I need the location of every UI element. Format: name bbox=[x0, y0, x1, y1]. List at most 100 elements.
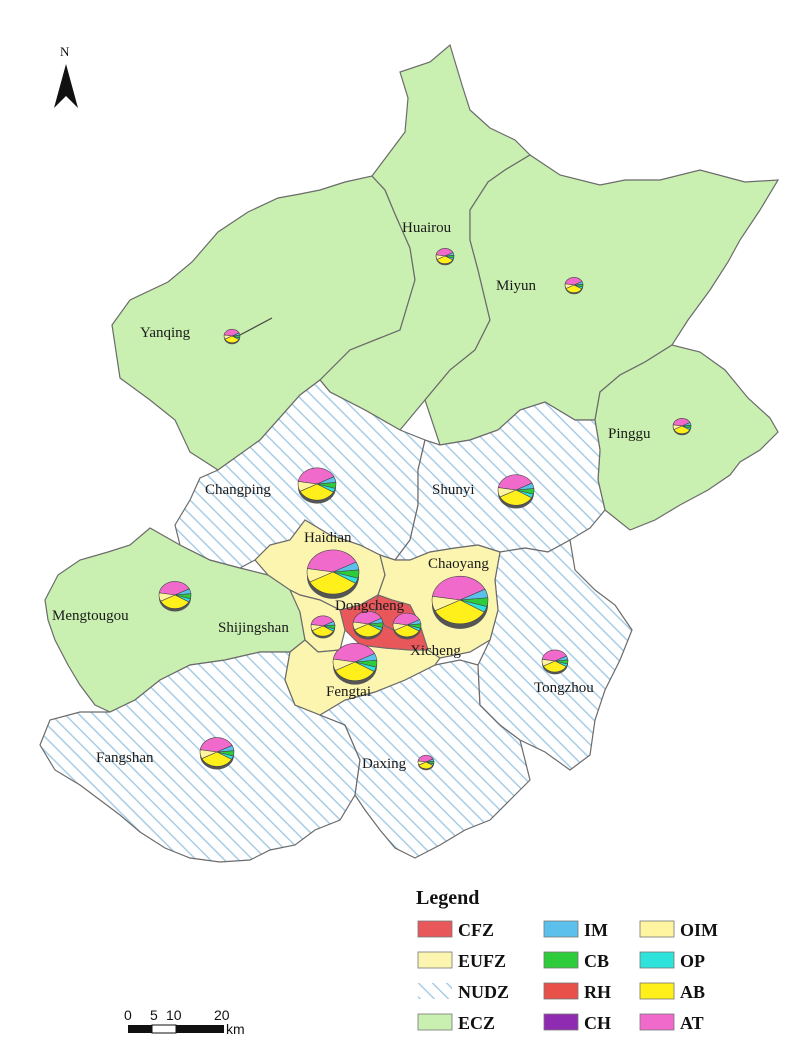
pie-fangshan bbox=[199, 737, 235, 770]
legend-label-at: AT bbox=[680, 1013, 704, 1033]
legend-swatch-cb bbox=[543, 951, 579, 969]
pie-slice-at bbox=[199, 737, 233, 753]
district-labels: Yanqing Huairou Miyun Pinggu Mengtougou … bbox=[52, 220, 651, 772]
pie-tongzhou bbox=[541, 649, 569, 675]
label-pinggu: Pinggu bbox=[608, 426, 651, 442]
label-fangshan: Fangshan bbox=[96, 750, 154, 766]
scale-bar-seg-2 bbox=[151, 1024, 177, 1034]
scale-unit: km bbox=[226, 1021, 245, 1037]
label-shunyi: Shunyi bbox=[432, 482, 475, 498]
pie-mengtougou bbox=[158, 581, 192, 612]
legend-swatch-ch bbox=[543, 1013, 579, 1031]
pie-dongcheng bbox=[352, 610, 384, 640]
pie-miyun bbox=[564, 277, 584, 295]
pie-chaoyang bbox=[431, 575, 489, 629]
label-xicheng: Xicheng bbox=[410, 643, 461, 659]
legend-swatch-oim bbox=[639, 920, 675, 938]
pie-slice-oim bbox=[310, 624, 325, 632]
pie-slice-oim bbox=[297, 481, 319, 492]
pie-slice-oim bbox=[332, 658, 357, 671]
legend-swatch-eufz bbox=[417, 951, 453, 969]
ecz-regions bbox=[44, 43, 780, 713]
legend-label-nudz: NUDZ bbox=[458, 982, 509, 1002]
pie-shijingshan bbox=[310, 615, 336, 639]
label-chaoyang: Chaoyang bbox=[428, 556, 489, 572]
pie-slice-at bbox=[431, 575, 486, 601]
legend-label-rh: RH bbox=[584, 982, 611, 1002]
north-arrow-icon bbox=[54, 64, 78, 108]
pie-slice-oim bbox=[417, 760, 428, 766]
pie-xicheng bbox=[392, 612, 422, 640]
yanqing-leader-line bbox=[239, 317, 273, 336]
legend-swatch-cfz bbox=[417, 920, 453, 938]
legend-swatch-ecz bbox=[417, 1013, 453, 1031]
legend-label-oim: OIM bbox=[680, 920, 718, 940]
north-arrow: N bbox=[54, 44, 78, 108]
legend-label-cb: CB bbox=[584, 951, 609, 971]
pie-yanqing bbox=[223, 328, 241, 345]
pie-haidian bbox=[306, 549, 360, 599]
label-yanqing: Yanqing bbox=[140, 325, 191, 341]
legend-swatch-rh bbox=[543, 982, 579, 1000]
pie-slice-oim bbox=[672, 424, 684, 430]
pie-slice-oim bbox=[158, 592, 177, 602]
legend-swatch-nudz bbox=[418, 983, 452, 999]
pie-huairou bbox=[435, 248, 455, 266]
legend-label-cfz: CFZ bbox=[458, 920, 494, 940]
pie-slice-oim bbox=[306, 568, 335, 583]
label-haidian: Haidian bbox=[304, 530, 352, 546]
pie-daxing bbox=[417, 754, 435, 771]
legend-label-ab: AB bbox=[680, 982, 705, 1002]
legend-label-ch: CH bbox=[584, 1013, 611, 1033]
pie-slice-ab bbox=[434, 599, 485, 625]
pie-slice-at bbox=[297, 467, 335, 485]
legend-swatch-op bbox=[639, 951, 675, 969]
label-huairou: Huairou bbox=[402, 220, 452, 236]
pie-slice-oim bbox=[199, 749, 219, 759]
pie-slice-at bbox=[306, 549, 357, 573]
pie-slice-oim bbox=[541, 658, 557, 667]
legend-swatch-at bbox=[639, 1013, 675, 1031]
pie-charts bbox=[158, 248, 692, 771]
pie-slice-at bbox=[541, 649, 568, 662]
district-shape-pinggu bbox=[594, 344, 779, 531]
label-mengtougou: Mengtougou bbox=[52, 608, 129, 624]
pie-slice-ab bbox=[309, 571, 356, 595]
pie-slice-ab bbox=[334, 661, 375, 681]
north-label: N bbox=[60, 44, 70, 59]
pie-shunyi bbox=[497, 474, 535, 509]
pie-slice-at bbox=[352, 610, 382, 625]
scale-tick-20: 20 bbox=[214, 1007, 230, 1023]
pie-slice-at bbox=[497, 474, 533, 491]
pie-pinggu bbox=[672, 418, 692, 436]
scale-tick-10: 10 bbox=[166, 1007, 182, 1023]
scale-bar-seg-1 bbox=[128, 1025, 152, 1033]
pie-slice-oim bbox=[564, 283, 576, 289]
legend-label-ecz: ECZ bbox=[458, 1013, 495, 1033]
label-dongcheng: Dongcheng bbox=[335, 598, 405, 614]
pie-slice-at bbox=[332, 643, 376, 663]
legend-label-eufz: EUFZ bbox=[458, 951, 506, 971]
label-changping: Changping bbox=[205, 482, 271, 498]
scale-tick-0: 0 bbox=[124, 1007, 132, 1023]
legend: Legend CFZ IM OIM EUFZ CB OP NUDZ RH AB ECZ CH AT bbox=[416, 887, 718, 1033]
pie-changping bbox=[297, 467, 337, 504]
pie-slice-oim bbox=[431, 595, 462, 612]
label-shijingshan: Shijingshan bbox=[218, 620, 289, 636]
scale-tick-5: 5 bbox=[150, 1007, 158, 1023]
legend-title: Legend bbox=[416, 887, 479, 909]
pie-slice-at bbox=[310, 615, 335, 627]
legend-swatch-ab bbox=[639, 982, 675, 1000]
pie-slice-oim bbox=[435, 254, 447, 260]
label-daxing: Daxing bbox=[362, 756, 407, 772]
pie-slice-oim bbox=[223, 334, 234, 340]
scale-bar-seg-3 bbox=[176, 1025, 224, 1033]
pie-slice-oim bbox=[392, 622, 409, 631]
legend-items: CFZ IM OIM EUFZ CB OP NUDZ RH AB ECZ CH AT bbox=[417, 920, 718, 1033]
legend-label-im: IM bbox=[584, 920, 608, 940]
label-tongzhou: Tongzhou bbox=[534, 680, 594, 696]
pie-slice-at bbox=[392, 612, 420, 626]
pie-slice-at bbox=[158, 581, 190, 596]
pie-slice-oim bbox=[352, 621, 370, 631]
